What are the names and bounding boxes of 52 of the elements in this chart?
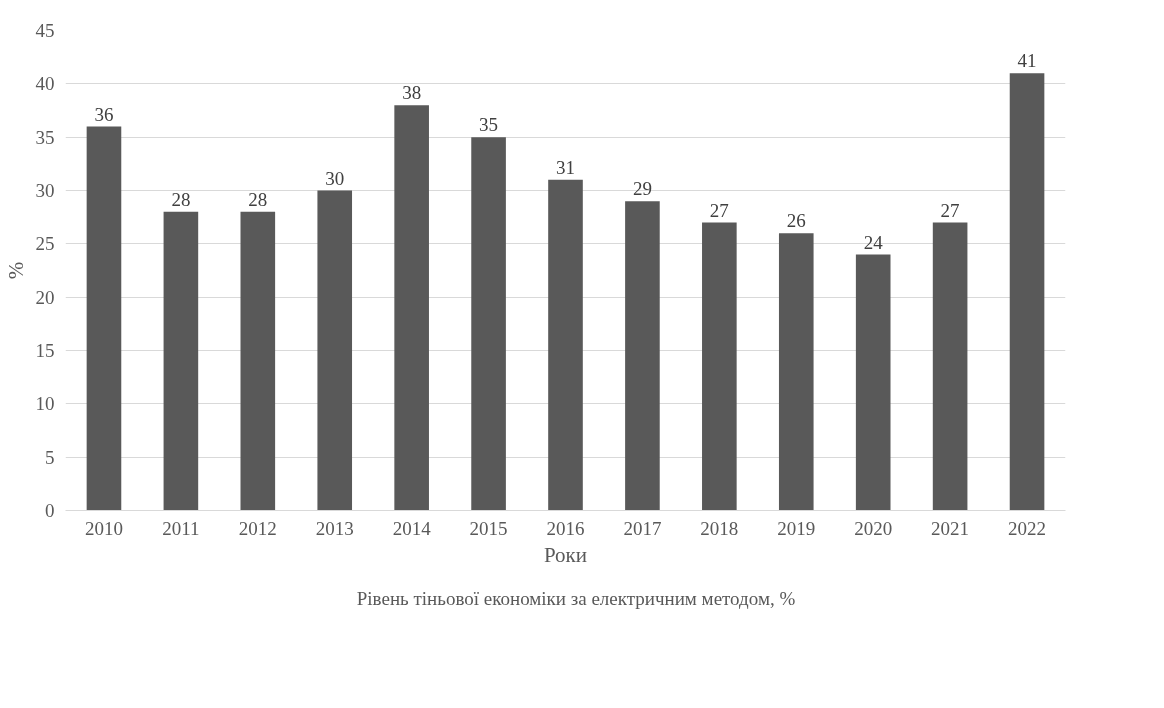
data-label: 26 <box>786 210 806 232</box>
data-label: 28 <box>248 188 268 210</box>
x-tick-label: 2013 <box>315 517 354 539</box>
x-tick-label: 2022 <box>1008 517 1047 539</box>
x-tick-label: 2017 <box>623 517 662 539</box>
x-tick-label: 2021 <box>931 517 970 539</box>
y-tick-label: 10 <box>35 393 55 415</box>
x-tick-label: 2012 <box>238 517 277 539</box>
bar <box>471 137 506 511</box>
x-axis-title: Роки <box>543 542 588 567</box>
bar <box>778 233 814 511</box>
bar <box>932 222 968 511</box>
bar <box>702 222 737 511</box>
x-tick-label: 2019 <box>777 517 816 539</box>
data-label: 27 <box>940 199 960 221</box>
bar <box>317 190 353 511</box>
data-label: 36 <box>94 103 114 125</box>
x-tick-label: 2010 <box>84 517 123 539</box>
x-tick-label: 2011 <box>162 517 200 539</box>
bar <box>240 211 276 511</box>
x-tick-label: 2020 <box>854 517 893 539</box>
x-tick-label: 2014 <box>392 517 432 539</box>
data-label: 27 <box>709 199 729 221</box>
bar <box>163 211 199 511</box>
x-tick-label: 2016 <box>546 517 585 539</box>
y-tick-label: 25 <box>35 233 55 255</box>
bar <box>855 254 891 511</box>
y-axis-title: % <box>3 261 28 280</box>
bar <box>86 126 122 511</box>
data-label: 31 <box>556 156 575 178</box>
bar <box>1009 73 1045 511</box>
y-tick-label: 30 <box>35 180 55 201</box>
data-label: 28 <box>171 188 191 210</box>
data-label: 29 <box>632 178 652 200</box>
data-label: 24 <box>863 231 884 253</box>
data-label: 35 <box>479 114 499 136</box>
x-tick-label: 2015 <box>469 517 508 539</box>
y-tick-label: 40 <box>35 73 55 95</box>
bar <box>394 105 429 511</box>
bar <box>625 201 660 511</box>
y-tick-label: 5 <box>45 446 55 468</box>
data-label: 38 <box>402 82 422 104</box>
y-tick-label: 15 <box>35 340 55 361</box>
bar <box>548 179 583 511</box>
y-tick-label: 0 <box>45 500 55 521</box>
data-label: 30 <box>325 167 345 189</box>
data-label: 41 <box>1017 50 1037 72</box>
y-tick-label: 35 <box>35 126 55 148</box>
y-tick-label: 45 <box>35 20 55 41</box>
text: Рівень тіньової економіки за електричним методом, % <box>356 588 796 610</box>
x-tick-label: 2018 <box>700 517 739 539</box>
y-tick-label: 20 <box>35 286 55 308</box>
